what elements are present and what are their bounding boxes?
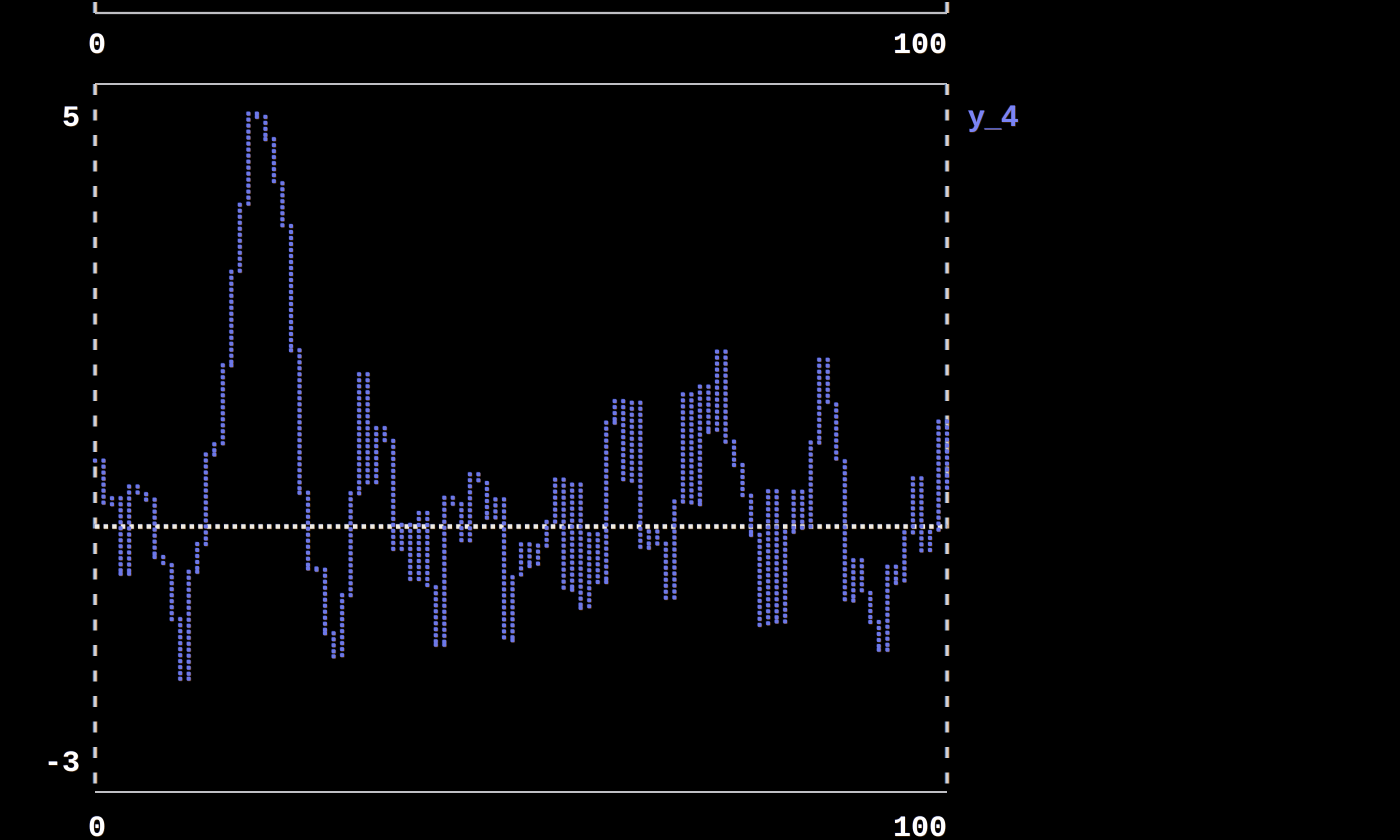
svg-text:5: 5 <box>62 102 80 136</box>
svg-text:0: 0 <box>88 29 106 63</box>
svg-text:100: 100 <box>893 29 947 63</box>
svg-text:-3: -3 <box>44 747 80 781</box>
svg-text:100: 100 <box>893 812 947 840</box>
svg-text:0: 0 <box>88 812 106 840</box>
svg-text:y_4: y_4 <box>968 100 1018 133</box>
